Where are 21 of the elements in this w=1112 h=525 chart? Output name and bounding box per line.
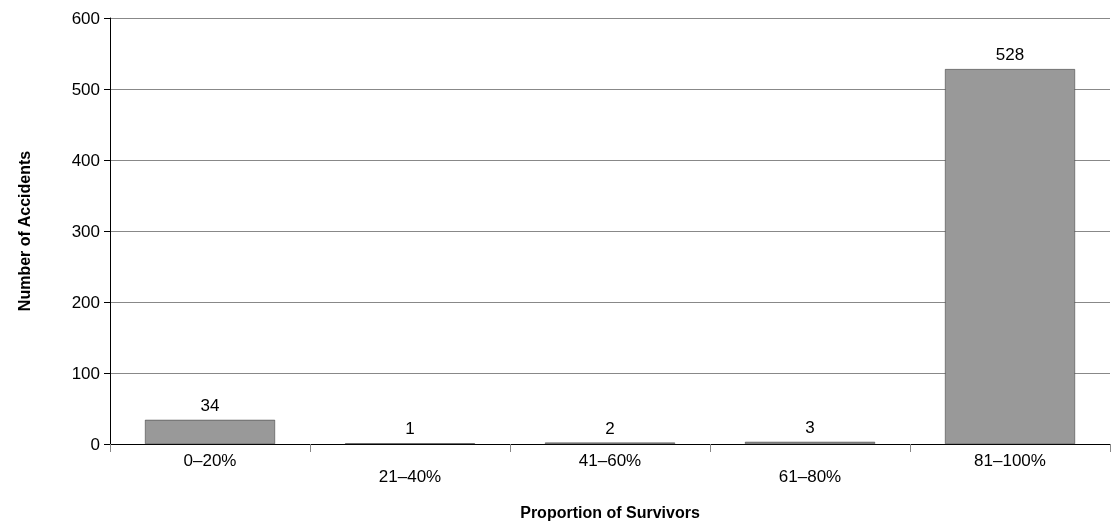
bar (145, 419, 275, 444)
x-tick-label: 81–100% (974, 451, 1046, 470)
y-tick-label: 200 (71, 292, 100, 312)
data-label: 2 (605, 418, 615, 438)
data-label: 3 (805, 417, 815, 437)
x-tick-label: 61–80% (778, 467, 842, 486)
data-label: 1 (405, 419, 415, 439)
y-tick-label: 100 (71, 363, 100, 383)
data-label: 34 (200, 395, 220, 415)
y-tick-label: 600 (71, 8, 100, 28)
y-tick-label: 400 (71, 150, 100, 170)
data-label: 528 (995, 45, 1025, 65)
y-tick-label: 300 (71, 221, 100, 241)
x-tick-label: 0–20% (183, 451, 237, 470)
x-tick-label: 21–40% (378, 467, 442, 486)
y-tick-label: 0 (90, 434, 100, 454)
x-axis-title: Proportion of Survivors (520, 503, 700, 521)
y-tick-label: 500 (71, 79, 100, 99)
x-tick-label: 41–60% (578, 451, 642, 470)
y-axis-title: Number of Accidents (15, 150, 33, 312)
bar (945, 69, 1075, 444)
